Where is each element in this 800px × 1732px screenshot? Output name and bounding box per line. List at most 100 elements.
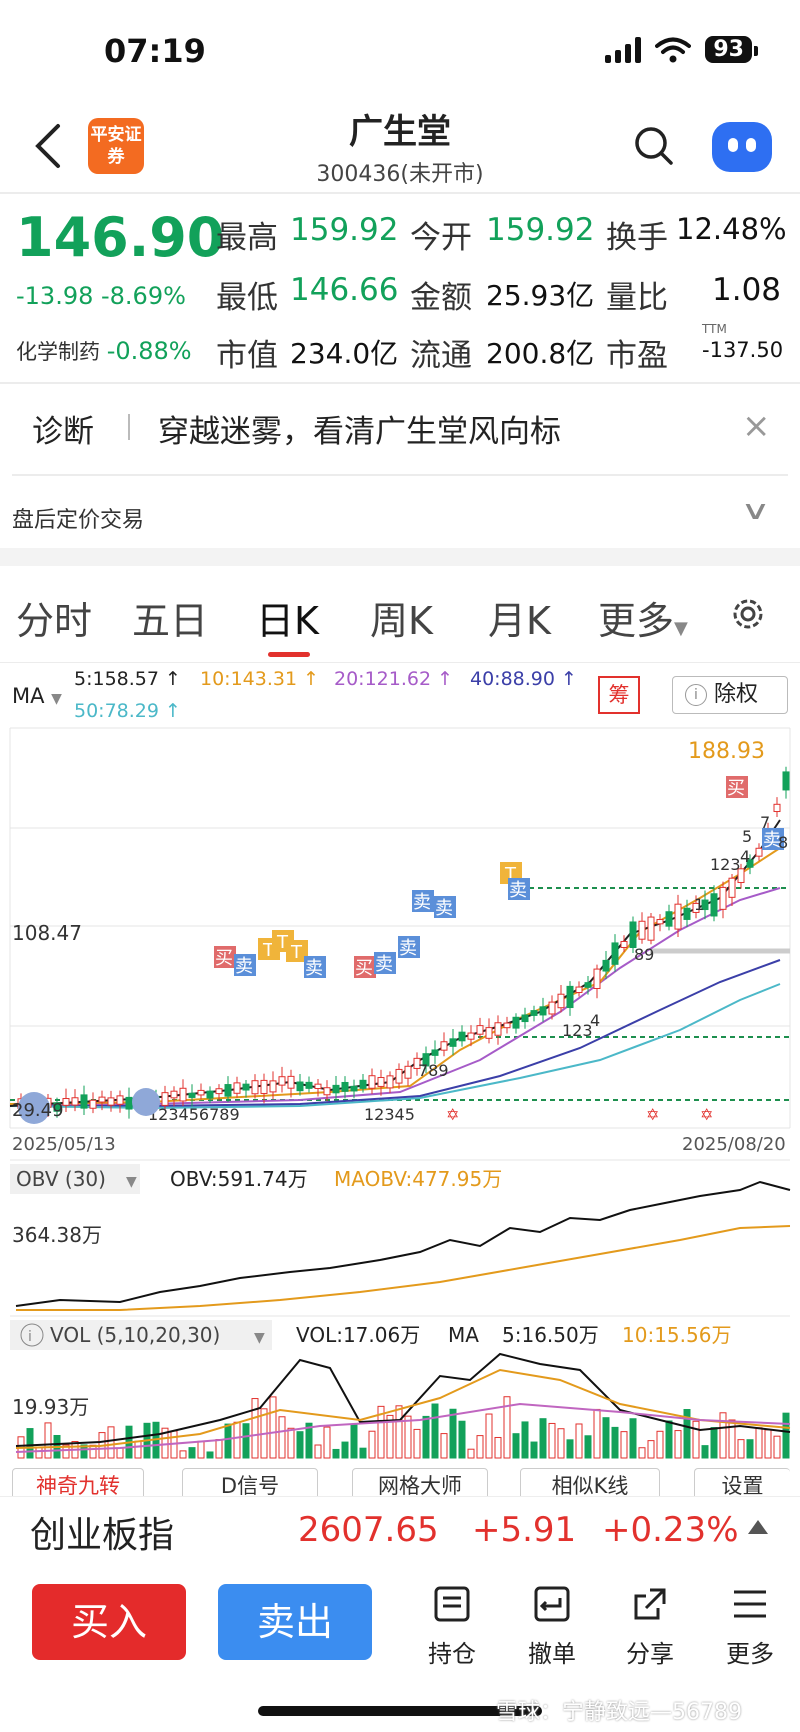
chevron-down-icon[interactable]: ∨ [740, 496, 771, 526]
industry-label: 化学制药 [16, 340, 100, 364]
ma10-line [9, 847, 781, 1105]
current-price: 146.90 [16, 206, 225, 269]
volume-bar [647, 1440, 655, 1459]
status-icons: 93 [605, 36, 758, 63]
sell-marker: 卖 [413, 892, 431, 913]
signal-icon [605, 36, 642, 63]
kline-chart-area[interactable]: 买 卖 T T T 卖 买 卖 卖 卖 卖 T 卖 买 卖 123456789 … [0, 720, 800, 1500]
volume-bar [197, 1440, 205, 1459]
volume-bar [494, 1436, 502, 1459]
tool-d-signal[interactable]: D信号 [182, 1468, 318, 1504]
volume-bar [107, 1426, 115, 1459]
adjust-button[interactable]: i 除权 [672, 676, 788, 714]
after-hours-label[interactable]: 盘后定价交易 [12, 508, 145, 533]
tab-daily-k[interactable]: 日K [256, 599, 319, 643]
tab-weekly-k[interactable]: 周K [370, 599, 433, 643]
volume-bar [719, 1412, 727, 1459]
vol-value: VOL:17.06万 [296, 1323, 420, 1347]
candle [485, 1027, 493, 1039]
candle [188, 1092, 196, 1098]
active-tab-indicator [268, 652, 310, 657]
nav-circle-icon[interactable] [18, 1092, 50, 1124]
chevron-down-icon[interactable]: ▼ [126, 1174, 137, 1190]
tab-intraday[interactable]: 分时 [16, 599, 93, 643]
buy-marker: 买 [355, 958, 373, 979]
volume-bar [80, 1444, 88, 1459]
candle [350, 1085, 358, 1092]
svg-text:✡: ✡ [646, 1105, 659, 1124]
candle [62, 1098, 70, 1106]
t-marker: T [262, 940, 275, 961]
search-icon[interactable] [634, 126, 674, 166]
ma50-value: 50:78.29 ↑ [74, 700, 181, 722]
volume-bar [440, 1433, 448, 1459]
index-bar[interactable] [0, 1496, 800, 1562]
candle [665, 911, 673, 927]
candle [314, 1083, 322, 1090]
cancel-order-label: 撤单 [528, 1640, 576, 1668]
vol-selector[interactable]: VOL (5,10,20,30) [50, 1323, 220, 1347]
tab-five-day[interactable]: 五日 [132, 599, 209, 643]
stat-value: -137.50 [702, 338, 784, 362]
index-change: +5.91 [472, 1510, 577, 1550]
industry-info[interactable]: 化学制药 -0.88% [16, 336, 192, 366]
volume-bars [17, 1396, 790, 1459]
t-marker: T [290, 942, 303, 963]
info-icon: i [685, 684, 707, 706]
seq-label: 123456789 [148, 1105, 240, 1124]
tab-more[interactable]: 更多▼ [598, 599, 688, 643]
close-icon[interactable]: × [742, 406, 771, 446]
volume-bar [377, 1405, 385, 1459]
candle [503, 1022, 511, 1029]
ma-selector[interactable]: MA ▼ [12, 684, 62, 708]
volume-bar [620, 1431, 628, 1459]
more-button[interactable]: 更多 [710, 1584, 790, 1669]
sell-marker: 卖 [763, 830, 781, 851]
candle [242, 1083, 250, 1091]
nav-circle-icon[interactable] [132, 1088, 160, 1116]
share-button[interactable]: 分享 [610, 1584, 690, 1669]
divider [0, 382, 800, 384]
candle [125, 1096, 133, 1110]
volume-bar [224, 1423, 232, 1459]
info-icon-glyph: i [28, 1329, 32, 1345]
buy-button[interactable]: 买入 [32, 1584, 186, 1660]
volume-bar [26, 1428, 34, 1459]
assistant-robot-icon[interactable] [712, 122, 772, 172]
cancel-order-button[interactable]: 撤单 [512, 1584, 592, 1669]
sell-button[interactable]: 卖出 [218, 1584, 372, 1660]
ma50-line [9, 983, 781, 1110]
candle [413, 1057, 421, 1069]
home-indicator[interactable] [258, 1706, 542, 1716]
obv-selector-bg [10, 1164, 140, 1194]
stat-label: 金额 [410, 280, 472, 316]
volume-bar [233, 1421, 241, 1459]
signal-stars: ✡ ✡ ✡ [446, 1105, 713, 1124]
chip-distribution-button[interactable]: 筹 [598, 676, 640, 714]
volume-bar [467, 1448, 475, 1459]
obv-selector[interactable]: OBV (30) [16, 1167, 106, 1191]
seq-label: 4 [740, 847, 750, 866]
volume-bar [251, 1398, 259, 1459]
back-icon[interactable] [28, 118, 68, 174]
stat-label: 量比 [606, 280, 668, 316]
tab-monthly-k[interactable]: 月K [488, 599, 551, 643]
seq-label: 7 [760, 813, 770, 832]
chevron-down-icon[interactable]: ▼ [254, 1330, 265, 1346]
candle [746, 859, 754, 868]
start-date-label: 2025/05/13 [12, 1134, 116, 1155]
candle [161, 1092, 169, 1106]
sell-marker: 卖 [375, 954, 393, 975]
holdings-button[interactable]: 持仓 [412, 1584, 492, 1669]
volume-bar [296, 1431, 304, 1459]
industry-change: -0.88% [106, 337, 192, 365]
obv-axis-label: 364.38万 [12, 1223, 102, 1247]
volume-bar [737, 1439, 745, 1459]
gear-icon[interactable] [728, 594, 768, 634]
candle [719, 886, 727, 910]
candle [89, 1099, 97, 1109]
stat-value: 12.48% [676, 212, 787, 246]
info-icon[interactable] [20, 1323, 44, 1347]
expand-up-icon[interactable] [748, 1520, 768, 1534]
diagnosis-link[interactable]: 穿越迷雾，看清广生堂风向标 [158, 414, 561, 450]
